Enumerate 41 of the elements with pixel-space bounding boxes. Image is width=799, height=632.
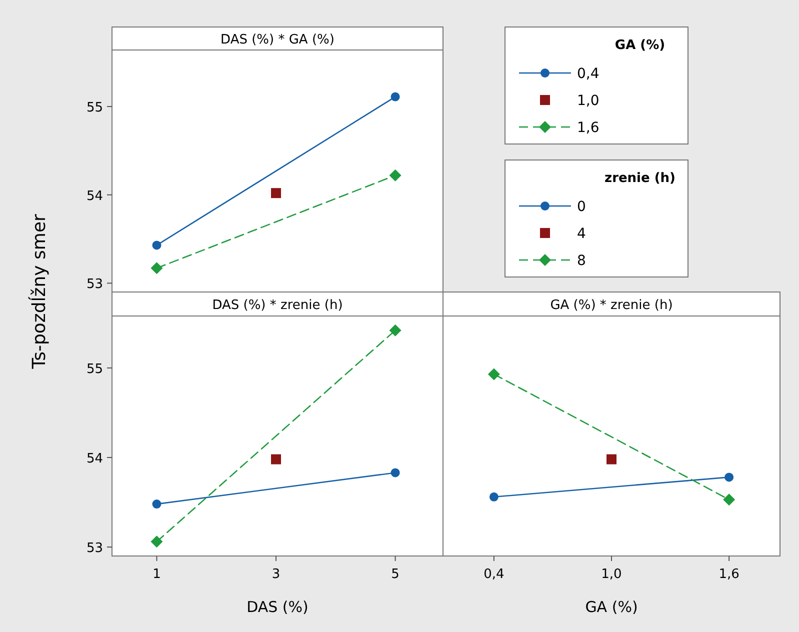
y-tick-label: 54 (86, 451, 103, 466)
legend-label: 4 (577, 226, 586, 242)
legend-label: 0,4 (577, 66, 600, 82)
legend-label: 8 (577, 253, 586, 269)
point (723, 494, 736, 506)
x-axis-title: GA (%) (585, 598, 638, 616)
point (389, 169, 402, 182)
x-tick-label: 5 (391, 567, 400, 582)
x-tick-label: 1,6 (718, 567, 740, 582)
y-tick-label: 53 (86, 277, 103, 292)
x-tick-label: 1 (152, 567, 161, 582)
point (271, 188, 282, 198)
point (606, 454, 616, 464)
legend-title: zrenie (h) (604, 171, 676, 186)
x-tick-label: 1,0 (601, 567, 622, 582)
legend-label: 0 (577, 199, 586, 215)
y-axis-title: Ts-pozdĺžny smer (28, 213, 50, 370)
point (152, 500, 162, 509)
chart-title: DAS (%) * GA (%) (220, 32, 334, 48)
point (150, 536, 163, 548)
point (724, 472, 734, 482)
point (390, 92, 400, 102)
y-tick-label: 54 (86, 188, 103, 204)
point (488, 368, 500, 380)
x-tick-label: 3 (272, 567, 280, 582)
x-tick-label: 0,4 (484, 567, 504, 582)
chart-title: DAS (%) * zrenie (h) (212, 298, 343, 313)
legend-title: GA (%) (614, 38, 666, 53)
point (389, 324, 402, 336)
y-tick-label: 55 (86, 362, 103, 377)
y-tick-label: 55 (86, 100, 103, 116)
point (150, 262, 163, 274)
y-tick-label: 53 (86, 541, 103, 556)
point (152, 240, 162, 250)
point (271, 454, 282, 464)
point (390, 468, 400, 478)
legend-label: 1,6 (577, 120, 600, 136)
x-axis-title: DAS (%) (246, 598, 308, 616)
legend-label: 1,0 (577, 93, 600, 109)
point (489, 492, 498, 502)
chart-title: GA (%) * zrenie (h) (550, 298, 673, 313)
